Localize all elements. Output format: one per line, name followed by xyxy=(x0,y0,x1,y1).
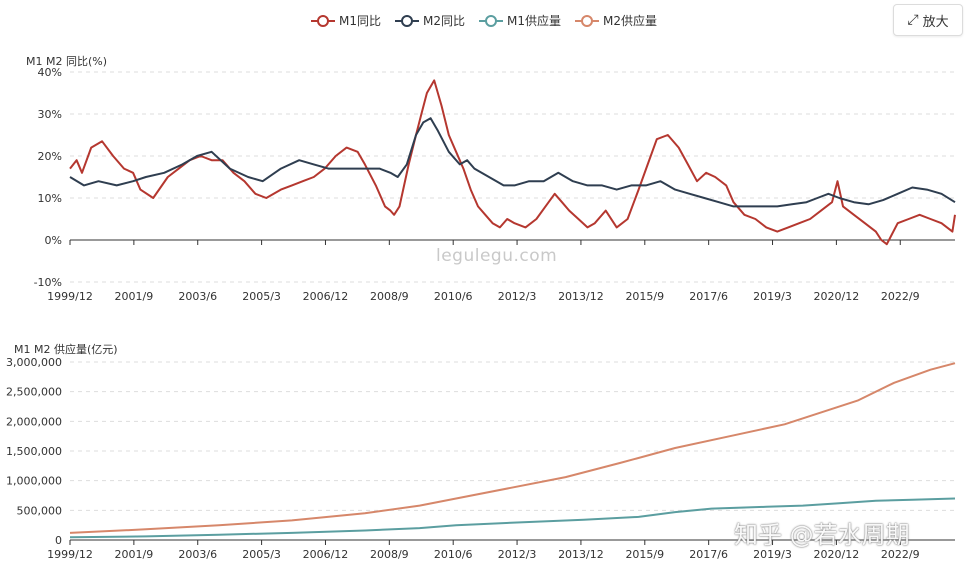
top-x-tick-label: 2019/3 xyxy=(753,290,792,303)
bottom-y-axis-title: M1 M2 供应量(亿元) xyxy=(14,343,118,356)
bottom-y-tick-label: 0 xyxy=(55,534,62,547)
legend-symbol-icon xyxy=(479,14,503,27)
legend-label: M1同比 xyxy=(339,14,381,28)
expand-icon: ⤢ xyxy=(907,12,919,28)
top-x-tick-label: 1999/12 xyxy=(47,290,93,303)
legend-item-m1-supply[interactable]: M1供应量 xyxy=(479,12,561,29)
top-x-tick-label: 2017/6 xyxy=(689,290,728,303)
legend-label: M1供应量 xyxy=(507,14,561,28)
bottom-x-tick-label: 1999/12 xyxy=(47,548,93,561)
bottom-x-tick-label: 2010/6 xyxy=(434,548,473,561)
legend-item-m2-yoy[interactable]: M2同比 xyxy=(395,12,465,29)
bottom-series-M1供应量 xyxy=(69,497,956,539)
top-x-tick-label: 2013/12 xyxy=(558,290,604,303)
legend-symbol-icon xyxy=(311,14,335,27)
top-x-tick-label: 2001/9 xyxy=(115,290,154,303)
bottom-y-tick-label: 2,000,000 xyxy=(6,415,62,428)
zhihu-watermark: 知乎 @若水周期 xyxy=(734,521,910,549)
bottom-x-tick-label: 2022/9 xyxy=(881,548,920,561)
bottom-x-tick-label: 2020/12 xyxy=(814,548,860,561)
top-y-tick-label: 30% xyxy=(38,108,62,121)
bottom-y-tick-label: 1,000,000 xyxy=(6,475,62,488)
top-x-tick-label: 2020/12 xyxy=(814,290,860,303)
top-series-M1同比 xyxy=(69,79,956,246)
top-x-tick-label: 2005/3 xyxy=(242,290,281,303)
top-x-tick-label: 2015/9 xyxy=(625,290,664,303)
bottom-x-tick-label: 2005/3 xyxy=(242,548,281,561)
zoom-label: 放大 xyxy=(922,14,949,30)
top-y-tick-label: 0% xyxy=(45,234,62,247)
bottom-x-tick-label: 2003/6 xyxy=(178,548,217,561)
bottom-x-tick-label: 2001/9 xyxy=(115,548,154,561)
top-x-tick-label: 2022/9 xyxy=(881,290,920,303)
top-y-axis-title: M1 M2 同比(%) xyxy=(26,55,108,68)
bottom-y-tick-label: 3,000,000 xyxy=(6,356,62,369)
top-series-M2同比 xyxy=(69,117,956,208)
top-y-tick-label: 10% xyxy=(38,192,62,205)
bottom-x-tick-label: 2006/12 xyxy=(303,548,349,561)
chart-legend: M1同比 M2同比 M1供应量 M2供应量 xyxy=(0,12,968,29)
bottom-x-tick-label: 2019/3 xyxy=(753,548,792,561)
top-x-tick-label: 2010/6 xyxy=(434,290,473,303)
bottom-x-tick-label: 2012/3 xyxy=(498,548,537,561)
legend-item-m1-yoy[interactable]: M1同比 xyxy=(311,12,381,29)
legend-label: M2同比 xyxy=(423,14,465,28)
top-x-tick-label: 2003/6 xyxy=(178,290,217,303)
bottom-x-tick-label: 2015/9 xyxy=(625,548,664,561)
bottom-y-tick-label: 2,500,000 xyxy=(6,386,62,399)
zoom-button[interactable]: ⤢ 放大 xyxy=(893,4,963,36)
top-x-tick-label: 2012/3 xyxy=(498,290,537,303)
bottom-series-M2供应量 xyxy=(69,362,956,534)
top-x-tick-label: 2008/9 xyxy=(370,290,409,303)
legend-symbol-icon xyxy=(395,14,419,27)
bottom-x-tick-label: 2013/12 xyxy=(558,548,604,561)
bottom-x-tick-label: 2008/9 xyxy=(370,548,409,561)
bottom-x-tick-label: 2017/6 xyxy=(689,548,728,561)
top-y-tick-label: -10% xyxy=(34,276,62,289)
top-x-tick-label: 2006/12 xyxy=(303,290,349,303)
legend-symbol-icon xyxy=(575,14,599,27)
legend-item-m2-supply[interactable]: M2供应量 xyxy=(575,12,657,29)
bottom-y-tick-label: 1,500,000 xyxy=(6,445,62,458)
legend-label: M2供应量 xyxy=(603,14,657,28)
watermark-text: legulegu.com xyxy=(436,246,558,266)
top-y-tick-label: 40% xyxy=(38,66,62,79)
top-y-tick-label: 20% xyxy=(38,150,62,163)
bottom-y-tick-label: 500,000 xyxy=(17,504,63,517)
